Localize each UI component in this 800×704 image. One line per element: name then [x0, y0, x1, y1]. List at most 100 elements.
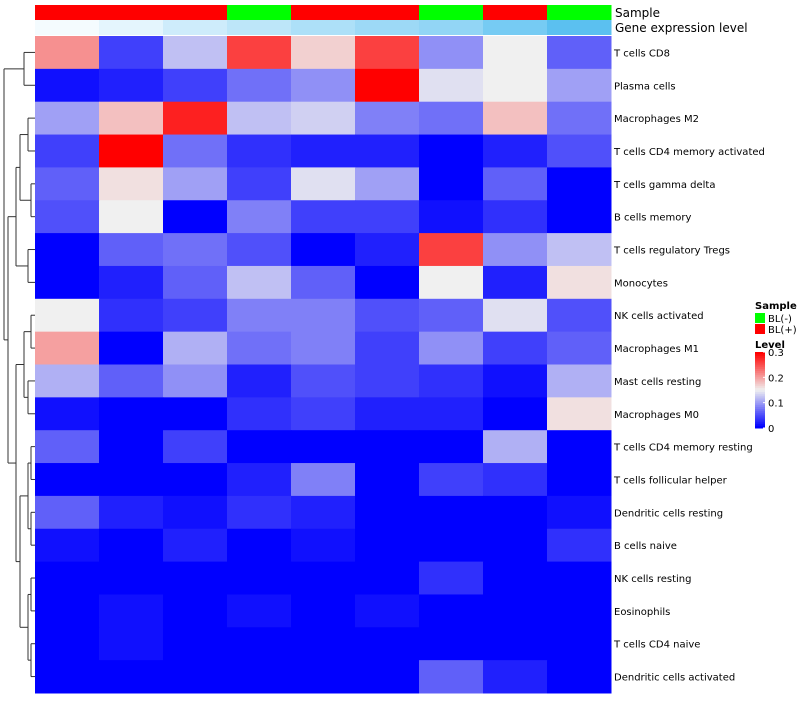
level-legend-gradient-step: [755, 397, 765, 400]
sample-annotation-cell: [227, 5, 292, 20]
heatmap-cell: [419, 331, 484, 365]
heatmap-cell: [99, 364, 164, 398]
heatmap-cell: [163, 528, 228, 563]
heatmap-cell: [99, 627, 164, 661]
row-label: Macrophages M0: [614, 410, 699, 421]
heatmap-cell: [227, 68, 292, 103]
heatmap-cell: [99, 660, 164, 694]
heatmap-cell: [163, 101, 228, 136]
level-legend-gradient-step: [755, 372, 765, 376]
level-legend-gradient-step: [755, 424, 765, 427]
heatmap-cell: [99, 200, 164, 234]
heatmap-cell: [99, 397, 164, 431]
heatmap-cell: [419, 397, 484, 431]
heatmap-cell: [291, 298, 356, 333]
heatmap-cell: [227, 101, 292, 136]
level-legend-gradient-step: [755, 401, 765, 404]
heatmap-cell: [419, 495, 484, 530]
level-legend-gradient-step: [755, 371, 765, 374]
heatmap-cell: [419, 430, 484, 464]
heatmap-cell: [163, 627, 228, 661]
level-legend-gradient-step: [755, 420, 765, 423]
heatmap-cell: [99, 298, 164, 333]
heatmap-cell: [419, 233, 484, 267]
level-legend-tick-label: 0.3: [768, 348, 784, 359]
level-legend-gradient-step: [755, 363, 765, 366]
level-legend-gradient-step: [755, 376, 765, 380]
heatmap-cell: [99, 528, 164, 563]
heatmap-cell: [483, 331, 548, 365]
heatmap-cell: [163, 331, 228, 365]
level-legend-gradient-step: [755, 353, 765, 357]
heatmap-cell: [227, 528, 292, 563]
level-legend-gradient-step: [755, 405, 765, 408]
level-legend-gradient-step: [755, 407, 765, 410]
heatmap-cell: [483, 495, 548, 530]
heatmap-cell: [99, 36, 164, 70]
level-legend-gradient-step: [755, 380, 765, 383]
heatmap-cell: [99, 265, 164, 300]
level-legend-gradient-step: [755, 352, 765, 355]
heatmap-cell: [99, 561, 164, 595]
heatmap-cell: [355, 101, 420, 136]
heatmap-cell: [483, 627, 548, 661]
heatmap-cell: [355, 68, 420, 103]
sample-annotation-cell: [355, 5, 420, 20]
heatmap-cell: [227, 331, 292, 365]
heatmap-cell: [227, 561, 292, 595]
row-label: Eosinophils: [614, 607, 670, 618]
heatmap-cell: [163, 397, 228, 431]
heatmap-cell: [419, 200, 484, 234]
heatmap-cell: [547, 430, 612, 464]
heatmap-cell: [291, 430, 356, 464]
heatmap-cells: [35, 36, 612, 694]
heatmap-cell: [35, 167, 100, 201]
level-legend-gradient-step: [755, 403, 765, 406]
heatmap-cell: [291, 265, 356, 300]
level-legend-gradient-step: [755, 382, 765, 385]
heatmap-cell: [291, 364, 356, 398]
heatmap-cell: [483, 167, 548, 201]
row-label: T cells CD4 naive: [613, 640, 700, 651]
level-legend-gradient-step: [755, 426, 765, 429]
heatmap-cell: [355, 331, 420, 365]
heatmap-cell: [35, 463, 100, 497]
heatmap-cell: [163, 463, 228, 497]
heatmap-cell: [163, 167, 228, 201]
heatmap-cell: [163, 430, 228, 464]
heatmap-cell: [227, 364, 292, 398]
heatmap-cell: [291, 561, 356, 595]
heatmap-cell: [163, 495, 228, 530]
heatmap-cell: [355, 200, 420, 234]
level-legend-gradient-step: [755, 399, 765, 402]
heatmap-cell: [483, 463, 548, 497]
heatmap-cell: [99, 495, 164, 530]
level-legend-gradient-step: [755, 391, 765, 395]
heatmap-cell: [227, 594, 292, 628]
heatmap-cell: [419, 561, 484, 595]
heatmap-cell: [99, 167, 164, 201]
expression-level-annotation-cell: [355, 20, 420, 35]
heatmap-cell: [163, 298, 228, 333]
heatmap-cell: [227, 660, 292, 694]
heatmap-cell: [35, 561, 100, 595]
heatmap-cell: [483, 200, 548, 234]
heatmap-cell: [547, 265, 612, 300]
level-legend-gradient-step: [755, 414, 765, 418]
heatmap-cell: [163, 594, 228, 628]
heatmap-cell: [419, 660, 484, 694]
heatmap-cell: [355, 561, 420, 595]
heatmap-cell: [355, 594, 420, 628]
level-legend-gradient-step: [755, 418, 765, 421]
heatmap-cell: [163, 561, 228, 595]
heatmap-cell: [99, 233, 164, 267]
sample-legend-title: Sample: [755, 301, 797, 312]
row-label: T cells gamma delta: [613, 180, 715, 191]
sample-legend-label: BL(+): [768, 325, 797, 336]
heatmap-cell: [163, 233, 228, 267]
heatmap-cell: [419, 594, 484, 628]
expression-level-annotation-cell: [227, 20, 292, 35]
